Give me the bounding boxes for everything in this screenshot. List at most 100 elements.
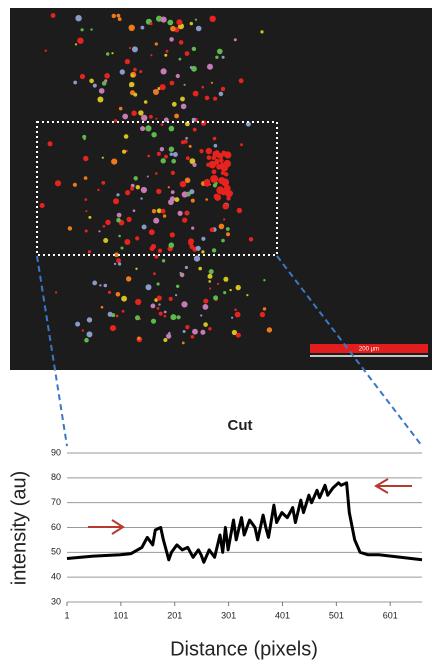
cell-dot xyxy=(200,329,206,335)
cell-dot xyxy=(189,21,193,26)
cell-dot xyxy=(231,316,234,319)
cell-dot xyxy=(135,236,140,241)
cell-dot xyxy=(213,295,219,301)
cell-dot xyxy=(121,309,125,313)
cell-dot xyxy=(169,152,173,156)
cell-dot xyxy=(163,314,167,318)
cell-dot xyxy=(153,89,155,92)
cell-dot xyxy=(104,73,110,79)
cell-dot xyxy=(216,186,225,195)
cell-dot xyxy=(211,248,217,253)
cell-dot xyxy=(115,292,121,297)
cell-dot xyxy=(54,291,58,294)
cell-dot xyxy=(219,158,224,163)
cell-dot xyxy=(180,96,185,102)
cell-dot xyxy=(214,159,220,165)
cell-dot xyxy=(133,176,138,181)
cell-dot xyxy=(101,81,107,86)
cell-dot xyxy=(216,152,223,159)
cell-dot xyxy=(102,224,106,228)
y-axis-label: intensity (au) xyxy=(8,471,30,586)
cell-dot xyxy=(189,189,195,195)
cell-dot xyxy=(103,283,108,288)
cell-dot xyxy=(101,181,106,185)
cell-dot xyxy=(213,143,218,148)
cell-dot xyxy=(131,110,137,116)
cell-dot xyxy=(158,303,161,306)
cell-dot xyxy=(171,158,176,164)
cell-dot xyxy=(90,28,93,31)
cell-dot xyxy=(172,152,178,157)
cell-dot xyxy=(222,203,229,210)
cell-dot xyxy=(124,58,131,65)
cell-dot xyxy=(143,100,148,104)
cell-dot xyxy=(168,242,175,248)
cell-dot xyxy=(72,182,77,187)
cell-dot xyxy=(80,28,84,32)
cell-dot xyxy=(260,30,264,34)
cell-dot xyxy=(224,172,229,177)
cell-dot xyxy=(160,158,166,164)
cell-dot xyxy=(111,52,114,55)
cell-dot xyxy=(129,82,134,87)
cell-dot xyxy=(149,22,153,26)
cell-dot xyxy=(226,232,230,237)
cell-dot xyxy=(118,106,123,111)
cell-dot xyxy=(169,232,175,238)
cell-dot xyxy=(97,188,100,192)
cell-dot xyxy=(189,158,196,165)
cell-dot xyxy=(107,311,113,317)
cell-dot xyxy=(128,24,135,31)
cell-dot xyxy=(183,83,186,86)
cell-dot xyxy=(135,185,140,190)
cell-dot xyxy=(101,156,104,159)
cell-dot xyxy=(234,311,241,318)
cell-dot xyxy=(192,328,198,335)
cell-dot xyxy=(126,276,132,282)
cell-dot xyxy=(229,288,232,292)
cell-dot xyxy=(114,119,118,123)
cell-dot xyxy=(263,279,266,282)
cell-dot xyxy=(82,134,87,139)
cell-dot xyxy=(181,191,188,198)
cell-dot xyxy=(223,276,229,282)
cell-dot xyxy=(159,147,165,152)
cell-dot xyxy=(220,86,226,92)
cell-dot xyxy=(201,85,205,89)
grid: 30 40 50 60 70 80 90 1 101 201 301 401 501 601 xyxy=(51,447,422,620)
cell-dot xyxy=(85,210,88,213)
cell-dot xyxy=(205,198,208,201)
cell-dot xyxy=(164,154,168,159)
cell-dot xyxy=(221,238,225,243)
cell-dot xyxy=(175,73,180,79)
cell-dot xyxy=(225,227,230,231)
cell-dot xyxy=(235,284,241,291)
cell-dot xyxy=(192,127,197,132)
cell-dot xyxy=(177,210,183,216)
cell-dot xyxy=(156,282,160,286)
cell-dot xyxy=(141,224,147,230)
cell-dot xyxy=(180,103,187,110)
x-tick-label: 301 xyxy=(221,610,236,620)
arrow-left xyxy=(374,478,412,494)
cell-dot xyxy=(113,262,117,266)
cell-dot xyxy=(149,114,153,119)
cell-dot xyxy=(97,96,104,103)
y-tick-label: 60 xyxy=(51,522,61,532)
cell-dot xyxy=(168,331,171,335)
cell-dot xyxy=(189,66,193,69)
cell-dot xyxy=(236,207,243,214)
cell-dot xyxy=(158,311,163,316)
cell-dot xyxy=(107,290,112,294)
cell-dot xyxy=(163,310,167,314)
cell-dot xyxy=(216,282,220,285)
cell-dot xyxy=(146,175,149,178)
cell-dot xyxy=(140,197,143,200)
cell-dot xyxy=(167,186,170,189)
y-tick-label: 50 xyxy=(51,547,61,557)
y-tick-label: 30 xyxy=(51,596,61,606)
cell-dot xyxy=(79,73,86,80)
x-axis-label: Distance (pixels) xyxy=(170,638,318,660)
cell-dot xyxy=(198,266,202,271)
